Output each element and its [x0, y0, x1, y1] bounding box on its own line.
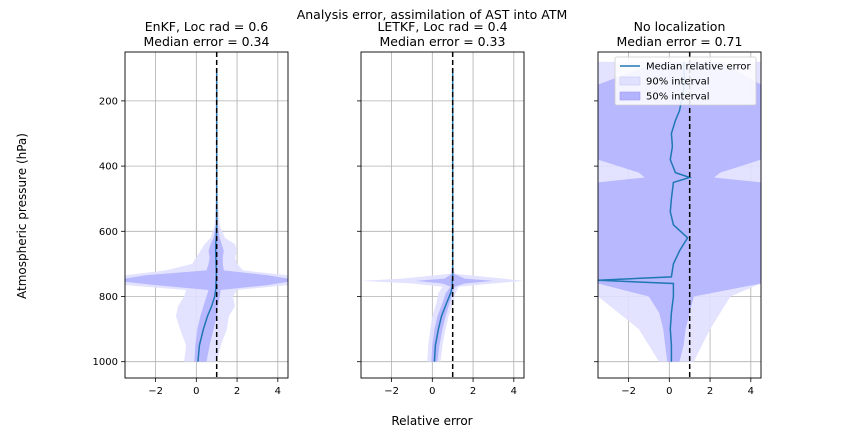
x-tick-label: −2: [148, 386, 163, 397]
figure-ylabel: Atmospheric pressure (hPa): [15, 133, 29, 299]
band-50-interval: [598, 61, 761, 362]
plot-area: [598, 52, 761, 378]
x-tick-label: −2: [384, 386, 399, 397]
figure-suptitle: Analysis error, assimilation of AST into…: [297, 7, 568, 22]
y-tick-label: 800: [99, 292, 118, 303]
axes-frame: [124, 51, 289, 379]
panel-1: −2 0 2 4 200 400 600 800 1000 EnKF, Loc rad = 0.6…: [93, 19, 289, 397]
x-tick-label: 0: [666, 386, 672, 397]
legend-label: Median relative error: [646, 62, 752, 73]
y-tick-label: 600: [99, 227, 118, 238]
x-tick-label: 4: [275, 386, 281, 397]
x-tick-label: 2: [707, 386, 713, 397]
median-line: [598, 61, 693, 362]
band-90-interval: [125, 68, 288, 362]
plot-area: [361, 52, 524, 378]
panel-title: LETKF, Loc rad = 0.4: [377, 19, 507, 34]
y-tick-label: 1000: [93, 357, 118, 368]
x-tick-label: 4: [511, 386, 517, 397]
legend-label: 90% interval: [646, 77, 710, 88]
x-tick-label: 4: [748, 386, 754, 397]
legend-box: [614, 56, 757, 106]
legend-swatch-band: [619, 76, 641, 86]
x-tick-label: 0: [429, 386, 435, 397]
x-tick-label: 2: [470, 386, 476, 397]
panel-median-error: Median error = 0.33: [380, 34, 506, 49]
band-50-interval: [416, 68, 494, 362]
figure-xlabel: Relative error: [391, 414, 472, 428]
legend: Median relative error 90% interval 50% int…: [614, 56, 757, 106]
axes-frame: [597, 51, 762, 379]
x-tick-label: −2: [621, 386, 636, 397]
band-50-interval: [125, 68, 288, 362]
axes-frame: [360, 51, 525, 379]
y-tick-label: 200: [99, 96, 118, 107]
panel-title: EnKF, Loc rad = 0.6: [145, 19, 268, 34]
legend-swatch-band: [619, 91, 641, 101]
x-tick-label: 0: [193, 386, 199, 397]
plot-area: [125, 52, 288, 378]
y-tick-label: 400: [99, 162, 118, 173]
panel-median-error: Median error = 0.71: [617, 34, 743, 49]
x-tick-label: 2: [234, 386, 240, 397]
panel-title: No localization: [634, 19, 726, 34]
legend-label: 50% interval: [646, 92, 710, 103]
panel-median-error: Median error = 0.34: [144, 34, 270, 49]
